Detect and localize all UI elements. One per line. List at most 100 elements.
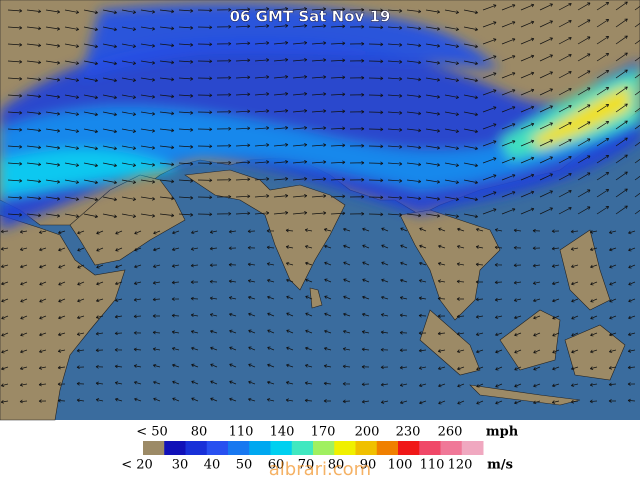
wind-arrow	[96, 298, 104, 303]
wind-arrow	[254, 92, 270, 96]
wind-arrow	[197, 8, 213, 13]
wind-arrow	[96, 230, 104, 235]
wind-arrow	[349, 126, 365, 131]
wind-arrow	[152, 330, 161, 335]
wind-arrow	[216, 24, 232, 29]
wind-arrow	[45, 43, 61, 48]
wind-arrow	[387, 162, 403, 166]
wind-arrow	[178, 111, 194, 115]
wind-arrow	[273, 41, 289, 45]
wind-arrow	[615, 18, 628, 28]
wind-arrow	[197, 59, 213, 64]
wind-arrow	[571, 349, 579, 354]
wind-arrow	[286, 295, 294, 300]
wind-arrow	[121, 94, 136, 99]
wind-arrow	[191, 363, 199, 368]
wind-arrow	[7, 8, 23, 13]
wind-arrow	[501, 21, 516, 28]
wind-arrow	[134, 264, 142, 269]
wind-arrow	[76, 332, 85, 336]
wind-arrow	[495, 332, 503, 337]
wind-arrow	[102, 128, 117, 134]
wind-arrow	[520, 122, 535, 130]
wind-arrow	[520, 139, 535, 147]
wind-arrow	[311, 109, 327, 113]
wind-arrow	[399, 313, 408, 318]
wind-arrow	[58, 264, 66, 269]
wind-arrow	[96, 247, 104, 252]
wind-arrow	[1, 281, 9, 286]
wind-arrow	[330, 177, 346, 182]
wind-arrow	[558, 206, 572, 215]
wind-arrow	[266, 262, 275, 266]
wind-arrow	[266, 245, 275, 250]
wind-arrow	[558, 53, 572, 62]
wind-arrow	[273, 58, 289, 62]
ms-label: 120	[448, 458, 473, 473]
wind-arrow	[19, 399, 28, 404]
wind-arrow	[83, 213, 98, 219]
wind-arrow	[210, 363, 218, 368]
wind-arrow	[140, 94, 156, 99]
wind-arrow	[171, 264, 180, 268]
wind-arrow	[349, 177, 365, 182]
wind-arrow	[76, 348, 85, 353]
wind-arrow	[615, 103, 628, 113]
wind-arrow	[152, 264, 161, 268]
wind-arrow	[324, 329, 332, 334]
wind-arrow	[349, 109, 365, 114]
wind-arrow	[102, 145, 117, 151]
wind-arrow	[133, 364, 142, 368]
wind-arrow	[495, 400, 503, 405]
wind-arrow	[324, 261, 332, 266]
wind-arrow	[210, 397, 218, 402]
wind-arrow	[551, 246, 560, 251]
wind-arrow	[609, 264, 617, 269]
wind-arrow	[368, 212, 384, 217]
wind-arrow	[305, 278, 313, 283]
wind-arrow	[425, 213, 441, 218]
wind-arrow	[102, 196, 117, 202]
wind-arrow	[140, 77, 156, 82]
wind-arrow	[577, 138, 591, 147]
wind-arrow	[596, 36, 610, 45]
wind-arrow	[229, 397, 237, 402]
wind-arrow	[520, 173, 535, 181]
wind-arrow	[463, 9, 478, 15]
wind-arrow	[38, 366, 47, 370]
wind-arrow	[463, 94, 478, 100]
wind-arrow	[570, 399, 579, 404]
wind-arrow	[463, 128, 478, 134]
wind-arrow	[45, 26, 61, 31]
wind-arrow	[26, 77, 42, 82]
ms-label: 110	[420, 458, 445, 473]
wind-arrow	[209, 279, 218, 284]
wind-arrow	[323, 381, 332, 386]
wind-arrow	[349, 7, 365, 12]
wind-arrow	[539, 71, 553, 79]
wind-arrow	[399, 296, 408, 300]
wind-arrow	[552, 298, 560, 303]
wind-arrow	[191, 397, 199, 402]
wind-arrow	[273, 194, 289, 198]
wind-arrow	[324, 278, 332, 283]
wind-arrow	[64, 145, 79, 150]
wind-arrow	[216, 7, 232, 12]
wind-arrow	[634, 39, 640, 45]
wind-arrow	[609, 247, 617, 252]
wind-arrow	[634, 107, 640, 113]
wind-arrow	[140, 111, 156, 116]
wind-arrow	[596, 19, 610, 28]
wind-arrow	[608, 349, 617, 353]
wind-arrow	[190, 263, 199, 268]
mph-unit: mph	[486, 425, 519, 440]
wind-arrow	[475, 297, 484, 302]
wind-arrow	[615, 137, 628, 147]
wind-arrow	[463, 77, 478, 83]
wind-arrow	[228, 279, 237, 284]
wind-arrow	[311, 58, 327, 62]
wind-arrow	[247, 229, 256, 234]
wind-arrow	[190, 280, 199, 284]
wind-arrow	[267, 363, 275, 368]
